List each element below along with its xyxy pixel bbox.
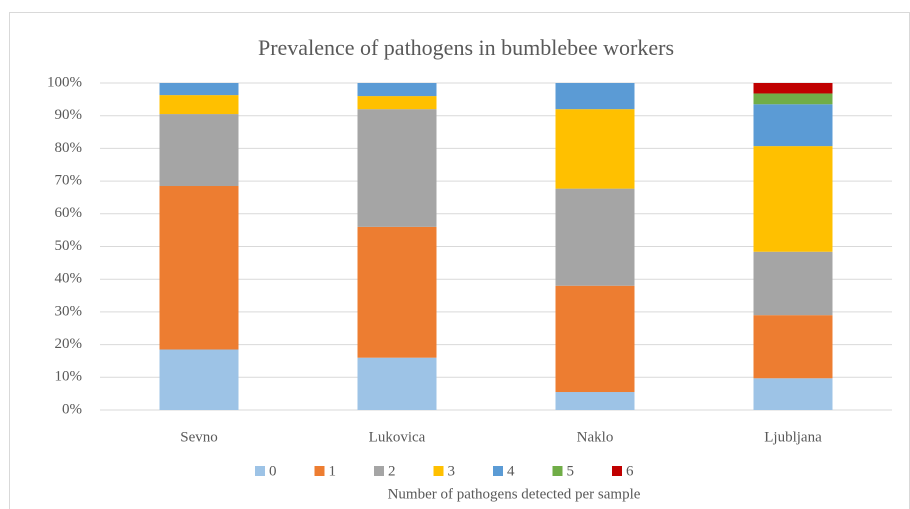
bar-segment xyxy=(159,186,239,350)
bar-segment xyxy=(555,109,635,189)
legend-label: 4 xyxy=(507,463,515,479)
bar-segment xyxy=(159,114,239,187)
legend-swatch xyxy=(374,466,384,476)
bar-segment xyxy=(357,226,437,358)
bar-segment xyxy=(159,349,239,410)
legend-swatch xyxy=(612,466,622,476)
legend-label: 3 xyxy=(448,463,456,479)
bar-segment xyxy=(159,83,239,96)
bar-segment xyxy=(357,83,437,97)
x-tick-label: Ljubljana xyxy=(764,429,822,445)
y-tick-label: 80% xyxy=(55,140,83,156)
y-tick-label: 20% xyxy=(55,336,83,352)
y-tick-label: 30% xyxy=(55,303,83,319)
x-tick-label: Sevno xyxy=(180,429,218,445)
bar-segment xyxy=(753,104,833,147)
x-tick-label: Naklo xyxy=(577,429,614,445)
y-tick-label: 40% xyxy=(55,271,83,287)
bar-segment xyxy=(753,378,833,410)
x-tick-label: Lukovica xyxy=(369,429,426,445)
y-tick-label: 60% xyxy=(55,205,83,221)
bar-segment xyxy=(753,83,833,94)
y-tick-label: 10% xyxy=(55,369,83,385)
legend-label: 0 xyxy=(269,463,277,479)
bar-segment xyxy=(555,188,635,286)
y-tick-label: 90% xyxy=(55,107,83,123)
legend-swatch xyxy=(433,466,444,476)
legend-label: 1 xyxy=(329,463,337,479)
bar-segment xyxy=(753,146,833,252)
legend-label: 5 xyxy=(567,463,575,479)
bar-segment xyxy=(357,109,437,227)
legend-swatch xyxy=(493,466,503,476)
bar-segment xyxy=(753,93,833,105)
legend-swatch xyxy=(314,466,325,476)
bar-segment xyxy=(357,357,437,410)
y-tick-label: 50% xyxy=(55,238,83,254)
y-tick-label: 100% xyxy=(47,74,82,90)
y-tick-label: 70% xyxy=(55,173,83,189)
bar-segment xyxy=(555,392,635,410)
chart-title: Prevalence of pathogens in bumblebee wor… xyxy=(258,35,674,60)
bar-segment xyxy=(357,96,437,110)
y-tick-label: 0% xyxy=(62,401,82,417)
bar-segment xyxy=(753,251,833,316)
bar-segment xyxy=(555,83,635,110)
bar-segment xyxy=(753,315,833,379)
bar-segment xyxy=(555,285,635,393)
legend-label: 2 xyxy=(388,463,396,479)
legend-swatch xyxy=(552,466,563,476)
x-axis-title: Number of pathogens detected per sample xyxy=(388,486,641,502)
legend-swatch xyxy=(255,466,265,476)
legend-label: 6 xyxy=(626,463,634,479)
bar-segment xyxy=(159,95,239,115)
